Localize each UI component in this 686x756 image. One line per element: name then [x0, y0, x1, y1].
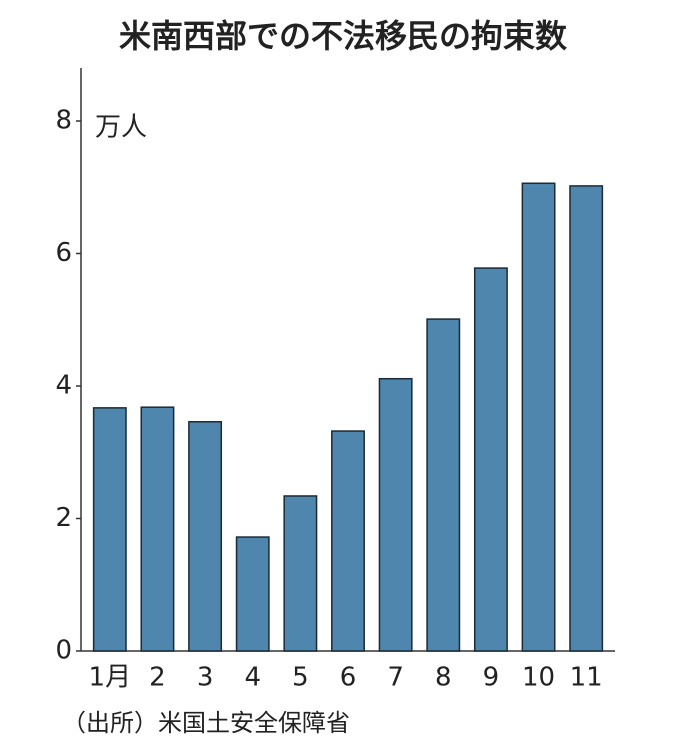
unit-label: 万人 — [95, 113, 147, 143]
y-tick-label: 2 — [55, 503, 72, 533]
bar — [188, 421, 223, 652]
bar — [283, 495, 318, 652]
y-tick-label: 0 — [55, 636, 72, 666]
bar — [473, 267, 508, 652]
x-tick-label: 4 — [244, 663, 261, 693]
x-tick-label: 8 — [435, 663, 452, 693]
x-tick-label: 2 — [149, 663, 166, 693]
bar — [378, 377, 413, 652]
bar — [521, 182, 556, 652]
bar — [426, 318, 461, 652]
y-tick-label: 8 — [55, 106, 72, 136]
bar — [140, 406, 175, 652]
x-tick-label: 5 — [292, 663, 309, 693]
x-tick-label: 9 — [483, 663, 500, 693]
y-tick-label: 6 — [55, 238, 72, 268]
bar — [92, 407, 127, 652]
x-tick-label: 7 — [387, 663, 404, 693]
x-tick-label: 11 — [570, 663, 603, 693]
bar — [235, 536, 270, 652]
x-tick-label: 3 — [197, 663, 214, 693]
bar — [569, 185, 604, 652]
x-tick-label: 6 — [340, 663, 357, 693]
bar — [331, 430, 365, 652]
x-tick-label: 10 — [522, 663, 555, 693]
chart-title: 米南西部での不法移民の拘束数 — [119, 17, 568, 55]
source-note: （出所）米国土安全保障省 — [62, 709, 350, 737]
x-tick-label: 1月 — [89, 663, 132, 693]
y-tick-label: 4 — [55, 371, 72, 401]
